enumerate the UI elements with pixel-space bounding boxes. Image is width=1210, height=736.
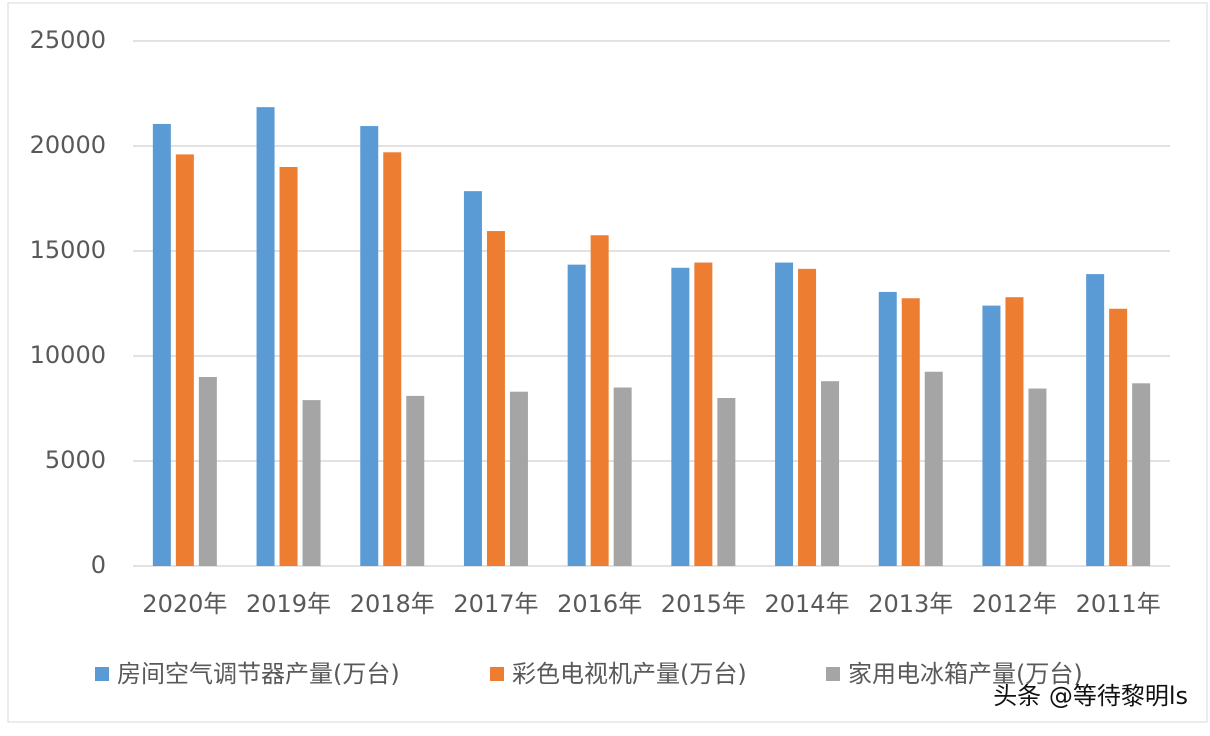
bar — [1028, 388, 1047, 566]
x-tick-label: 2012年 — [972, 590, 1057, 618]
x-tick-label: 2020年 — [142, 590, 227, 618]
bar — [486, 231, 505, 567]
legend-label: 房间空气调节器产量(万台) — [117, 660, 400, 688]
bar — [567, 264, 586, 566]
bar — [256, 107, 275, 567]
legend-label: 彩色电视机产量(万台) — [512, 660, 747, 688]
bar — [360, 126, 379, 567]
bar — [1086, 274, 1105, 566]
bar — [463, 191, 482, 566]
x-tick-label: 2013年 — [868, 590, 953, 618]
bar — [901, 298, 920, 566]
bar — [798, 268, 817, 566]
legend-swatch — [95, 667, 109, 681]
bar — [613, 387, 632, 566]
legend-swatch — [826, 667, 840, 681]
y-tick-label: 10000 — [30, 341, 106, 369]
y-tick-label: 25000 — [30, 26, 106, 54]
bar — [878, 291, 897, 566]
bar — [924, 371, 943, 566]
bar — [1132, 383, 1151, 566]
y-tick-label: 15000 — [30, 236, 106, 264]
bar — [671, 267, 690, 566]
y-tick-label: 0 — [91, 551, 106, 579]
bar — [175, 154, 194, 566]
bar — [406, 395, 425, 566]
x-tick-label: 2015年 — [661, 590, 746, 618]
bar — [775, 262, 794, 566]
x-tick-label: 2018年 — [350, 590, 435, 618]
x-tick-label: 2011年 — [1076, 590, 1161, 618]
x-tick-label: 2019年 — [246, 590, 331, 618]
legend-label: 家用电冰箱产量(万台) — [848, 660, 1083, 688]
bar — [152, 123, 171, 566]
x-tick-label: 2014年 — [765, 590, 850, 618]
bar — [1109, 308, 1128, 566]
x-tick-label: 2016年 — [557, 590, 642, 618]
bar — [198, 377, 217, 566]
bar — [509, 391, 528, 566]
watermark: 头条 @等待黎明ls — [993, 682, 1188, 710]
bar — [717, 398, 736, 566]
bar — [1005, 297, 1024, 566]
x-tick-label: 2017年 — [453, 590, 538, 618]
bar — [590, 235, 609, 566]
bar — [302, 400, 321, 566]
bar — [982, 305, 1001, 566]
bar — [279, 167, 298, 566]
bar — [694, 262, 713, 566]
bar — [383, 152, 402, 567]
bar — [821, 381, 840, 566]
y-tick-label: 5000 — [45, 446, 106, 474]
legend-swatch — [490, 667, 504, 681]
y-tick-label: 20000 — [30, 131, 106, 159]
